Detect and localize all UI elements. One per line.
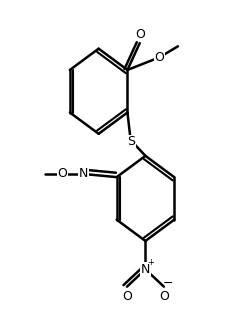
Text: N: N	[79, 168, 88, 181]
Text: S: S	[127, 135, 135, 148]
Text: O: O	[155, 51, 164, 64]
Text: O: O	[159, 290, 169, 303]
Text: O: O	[58, 168, 67, 181]
Text: −: −	[163, 277, 174, 290]
Text: O: O	[135, 28, 145, 41]
Text: N: N	[141, 263, 150, 276]
Text: +: +	[147, 258, 154, 267]
Text: O: O	[122, 290, 132, 303]
